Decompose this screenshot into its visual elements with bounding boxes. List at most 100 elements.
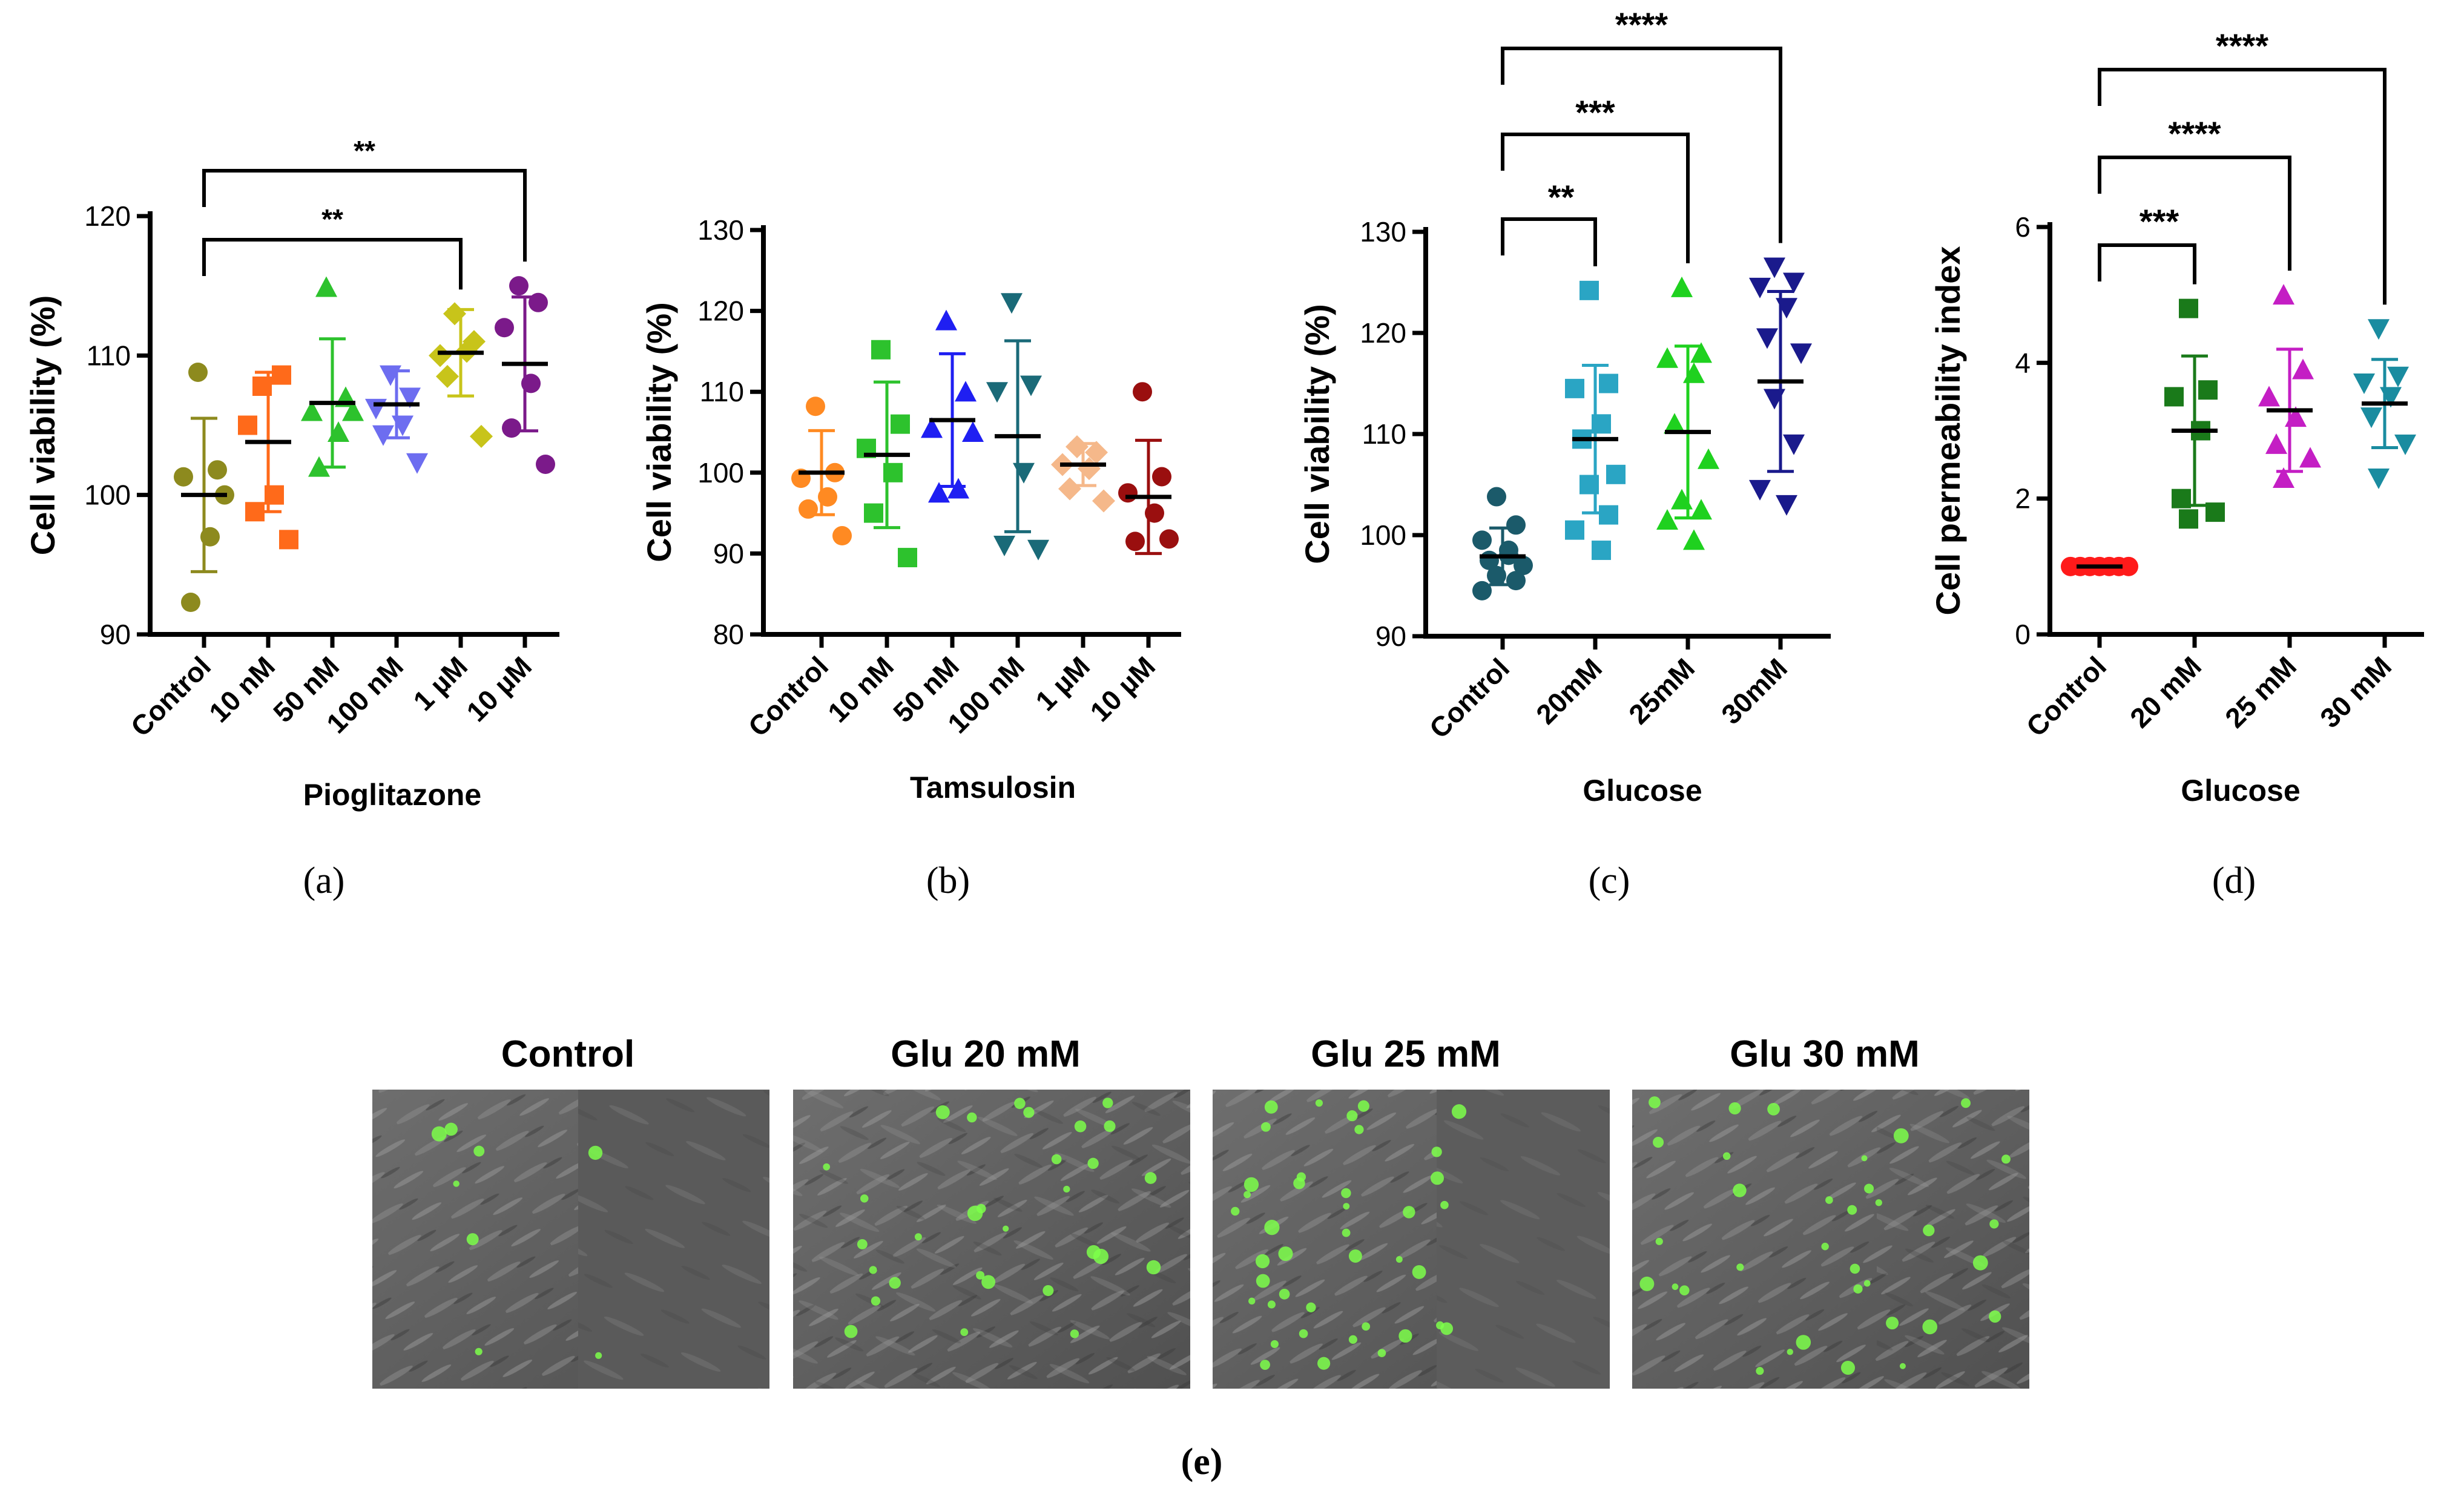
data-point bbox=[502, 418, 521, 438]
x-tick-label: 10 µM bbox=[1084, 650, 1161, 728]
fluorescent-cell bbox=[1070, 1329, 1079, 1338]
y-tick-label: 100 bbox=[84, 479, 131, 511]
y-tick-label: 0 bbox=[2015, 619, 2031, 650]
y-axis-label: Cell viability (%) bbox=[640, 302, 678, 562]
fluorescent-cell bbox=[1354, 1125, 1364, 1134]
significance-label: *** bbox=[2140, 202, 2179, 240]
data-point bbox=[399, 387, 421, 409]
data-point bbox=[2380, 387, 2402, 408]
data-point bbox=[1133, 382, 1152, 402]
data-point bbox=[1001, 293, 1023, 314]
data-point bbox=[443, 302, 466, 326]
fluorescent-cell bbox=[1893, 1128, 1909, 1143]
fluorescent-cell bbox=[1341, 1188, 1351, 1199]
data-point bbox=[1606, 464, 1626, 484]
y-tick-label: 120 bbox=[1360, 317, 1406, 349]
fluorescent-cell bbox=[1639, 1276, 1655, 1291]
x-tick-label: 10 nM bbox=[203, 650, 281, 728]
y-tick-label: 90 bbox=[713, 538, 744, 569]
data-point bbox=[1671, 276, 1693, 297]
chart-panel-a: 90 100 110 120 Cell viability (%) Pioglitazon… bbox=[24, 135, 559, 812]
fluorescent-cell bbox=[1431, 1147, 1442, 1157]
fluorescent-cell bbox=[595, 1352, 602, 1359]
data-point bbox=[181, 593, 200, 613]
data-point bbox=[2258, 386, 2280, 407]
y-tick-label: 90 bbox=[100, 619, 131, 650]
y-tick-label: 6 bbox=[2015, 211, 2031, 243]
data-point bbox=[2172, 489, 2191, 508]
data-point bbox=[245, 502, 265, 522]
data-point bbox=[1749, 479, 1771, 501]
x-axis-label: Glucose bbox=[2181, 774, 2300, 808]
y-tick-label: 130 bbox=[697, 214, 744, 246]
fluorescent-cell bbox=[1451, 1104, 1467, 1119]
data-point bbox=[1683, 362, 1705, 383]
fluorescent-cell bbox=[1264, 1220, 1280, 1235]
fluorescent-cell bbox=[1244, 1177, 1259, 1193]
fluorescent-cell bbox=[1003, 1225, 1009, 1232]
micrograph-control bbox=[372, 1090, 769, 1389]
y-tick-label: 80 bbox=[713, 619, 744, 650]
significance-label: **** bbox=[2168, 114, 2221, 153]
y-tick-label: 120 bbox=[697, 295, 744, 327]
data-point bbox=[2179, 298, 2198, 318]
data-point bbox=[2198, 380, 2218, 400]
y-tick-label: 100 bbox=[697, 457, 744, 489]
data-point bbox=[1472, 581, 1492, 600]
data-point bbox=[2292, 358, 2314, 380]
fluorescent-cell bbox=[1023, 1107, 1035, 1118]
y-tick-label: 110 bbox=[1362, 418, 1406, 450]
fluorescent-cell bbox=[967, 1112, 977, 1123]
fluorescent-cell bbox=[1989, 1310, 2001, 1323]
data-point bbox=[315, 276, 337, 297]
data-point bbox=[380, 365, 401, 386]
data-point bbox=[2387, 366, 2409, 387]
fluorescent-cell bbox=[1315, 1099, 1323, 1107]
significance-bracket bbox=[1501, 47, 1782, 243]
data-point bbox=[1565, 378, 1584, 398]
fluorescent-cell bbox=[1728, 1102, 1741, 1115]
data-point bbox=[806, 396, 825, 416]
x-axis-label: Pioglitazone bbox=[303, 778, 481, 812]
micrograph-glu-25 bbox=[1213, 1090, 1610, 1389]
fluorescent-cell bbox=[1989, 1219, 1999, 1229]
fluorescent-cell bbox=[1850, 1263, 1860, 1274]
data-point bbox=[470, 424, 493, 448]
data-point bbox=[1487, 487, 1506, 507]
data-point bbox=[1756, 328, 1778, 349]
fluorescent-cell bbox=[1972, 1255, 1988, 1271]
panel-label-a: (a) bbox=[303, 860, 345, 901]
data-point bbox=[1125, 531, 1145, 551]
fluorescent-cell bbox=[1821, 1242, 1829, 1251]
data-point bbox=[898, 548, 917, 568]
data-point bbox=[272, 365, 291, 385]
fluorescent-cell bbox=[857, 1239, 868, 1249]
data-point bbox=[2205, 502, 2225, 522]
data-point bbox=[1656, 508, 1678, 530]
fluorescent-cell bbox=[1051, 1154, 1062, 1165]
data-point bbox=[1487, 565, 1506, 585]
data-point bbox=[392, 415, 413, 436]
fluorescent-cell bbox=[823, 1163, 831, 1171]
fluorescent-cell bbox=[1736, 1263, 1744, 1271]
y-tick-label: 4 bbox=[2015, 347, 2031, 378]
significance-bracket bbox=[1501, 217, 1597, 266]
data-point bbox=[1592, 414, 1611, 434]
fluorescent-cell bbox=[1357, 1100, 1369, 1112]
data-point bbox=[536, 454, 555, 474]
fluorescent-cell bbox=[1342, 1228, 1351, 1237]
fluorescent-cell bbox=[1923, 1224, 1935, 1237]
fluorescent-cell bbox=[1875, 1199, 1882, 1206]
data-point bbox=[1690, 499, 1712, 520]
fluorescent-cell bbox=[1787, 1349, 1793, 1355]
fluorescent-cell bbox=[1864, 1183, 1874, 1194]
data-point bbox=[1580, 475, 1599, 495]
x-axis-label: Glucose bbox=[1583, 774, 1702, 808]
y-tick-label: 110 bbox=[700, 376, 744, 407]
data-point bbox=[265, 485, 284, 505]
data-point bbox=[1159, 529, 1179, 549]
chart-panel-b: 80 90 100 110 120 130 Cell viability (%) Tamsul… bbox=[640, 214, 1181, 804]
data-point bbox=[1013, 462, 1035, 484]
fluorescent-cell bbox=[431, 1126, 447, 1142]
significance-bracket bbox=[2098, 156, 2291, 271]
